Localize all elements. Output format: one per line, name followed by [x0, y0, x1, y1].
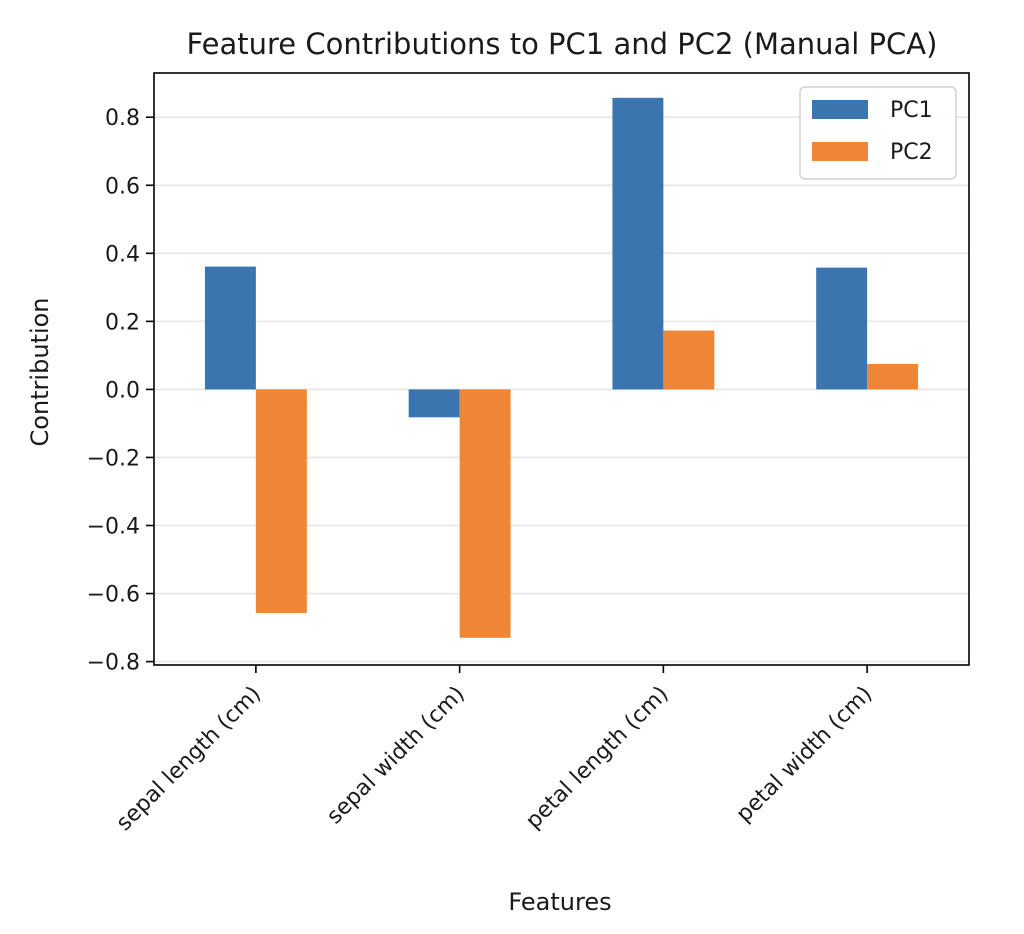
y-tick-label: 0.2 [105, 310, 140, 335]
y-tick-label: 0.8 [105, 106, 140, 131]
chart-title: Feature Contributions to PC1 and PC2 (Ma… [187, 27, 938, 61]
plot-frame [153, 72, 970, 666]
x-axis-ticks: sepal length (cm) sepal width (cm) petal l… [112, 665, 878, 836]
y-tick-label: −0.2 [87, 446, 140, 471]
y-tick-label: −0.4 [87, 515, 140, 540]
legend-swatch-pc1 [812, 100, 868, 119]
y-tick-label: −0.8 [87, 651, 140, 676]
x-tick-label: sepal width (cm) [322, 682, 470, 830]
bar-pc2-2 [459, 389, 511, 638]
x-tick-label: petal width (cm) [732, 682, 878, 828]
bar-pc2-4 [867, 363, 919, 390]
y-axis-label: Contribution [26, 297, 54, 446]
bars [204, 97, 919, 638]
x-axis-label: Features [508, 888, 611, 916]
y-axis-ticks: 0.8 0.6 0.4 0.2 0.0 −0.2 −0.4 −0.6 −0.8 [87, 106, 154, 676]
bar-pc1-2 [408, 389, 460, 418]
legend-swatch-pc2 [812, 142, 868, 161]
y-tick-label: 0.0 [105, 378, 140, 403]
y-tick-label: −0.6 [87, 583, 140, 608]
x-tick-label: sepal length (cm) [112, 682, 266, 836]
y-tick-label: 0.6 [105, 174, 140, 199]
y-tick-label: 0.4 [105, 242, 140, 267]
x-tick-label: petal length (cm) [521, 682, 673, 834]
legend-label-pc2: PC2 [890, 140, 933, 165]
bar-pc2-3 [663, 330, 715, 390]
bar-pc1-3 [612, 97, 664, 390]
bar-pc2-1 [255, 389, 307, 613]
bar-pc1-4 [816, 267, 868, 390]
bar-pc1-1 [204, 266, 256, 390]
legend-label-pc1: PC1 [890, 98, 933, 123]
legend: PC1 PC2 [799, 86, 957, 180]
